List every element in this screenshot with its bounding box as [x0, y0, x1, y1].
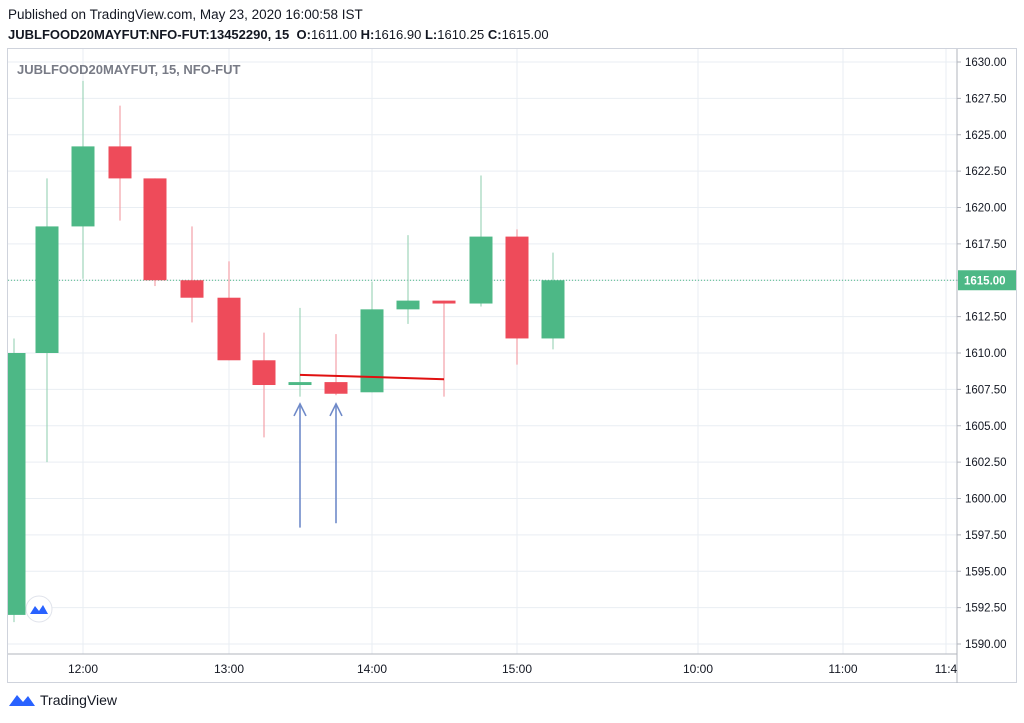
open-value: 1611.00	[310, 27, 357, 42]
candle-body	[35, 226, 59, 353]
price-axis[interactable]: 1630.00 1627.50 1625.00 1622.50 1620.00 1617.…	[957, 57, 1016, 651]
candle-body	[432, 300, 456, 304]
candle-body	[217, 297, 241, 361]
low-value: 1610.25	[437, 27, 485, 42]
price-tick-label: 1612.50	[965, 312, 1007, 324]
high-value: 1616.90	[374, 27, 422, 42]
price-tick-label: 1617.50	[965, 239, 1007, 251]
price-tick-label: 1595.00	[965, 566, 1007, 578]
price-tick-label: 1592.50	[965, 603, 1007, 615]
open-label: O:	[296, 27, 311, 42]
candle-body	[288, 382, 312, 386]
time-tick-label: 11:4	[935, 662, 958, 676]
price-tick-label: 1600.00	[965, 494, 1007, 506]
trendline[interactable]	[299, 373, 445, 381]
candles	[8, 80, 565, 623]
candle-body	[505, 236, 529, 339]
last-price-label: 1615.00	[964, 275, 1006, 287]
close-label: C:	[487, 27, 502, 42]
price-tick-label: 1597.50	[965, 530, 1007, 542]
price-tick-label: 1627.50	[965, 93, 1007, 105]
price-tick-label: 1625.00	[965, 130, 1007, 142]
candle-body	[143, 178, 167, 281]
time-tick-label: 14:00	[357, 662, 387, 676]
arrow-up-icon[interactable]	[329, 402, 343, 417]
price-tick-label: 1622.50	[965, 166, 1007, 178]
annotations	[293, 373, 445, 528]
time-tick-label: 11:00	[828, 662, 857, 676]
tradingview-brand[interactable]: TradingView	[8, 692, 117, 708]
time-tick-label: 12:00	[68, 662, 98, 676]
candle-body	[396, 300, 420, 310]
time-tick-label: 10:00	[683, 662, 713, 676]
time-tick-label: 15:00	[502, 662, 532, 676]
price-tick-label: 1630.00	[965, 57, 1007, 69]
price-tick-label: 1620.00	[965, 203, 1007, 215]
candle-body	[469, 236, 493, 304]
candle-body	[324, 382, 348, 394]
high-label: H:	[360, 27, 375, 42]
candle-body	[71, 146, 95, 227]
ohlc-header: JUBLFOOD20MAYFUT:NFO-FUT:13452290, 15 O:…	[8, 27, 549, 42]
last-price-badge	[958, 270, 1016, 291]
arrow-up-icon[interactable]	[293, 402, 307, 417]
price-tick-label: 1605.00	[965, 421, 1007, 433]
low-label: L:	[424, 27, 438, 42]
close-value: 1615.00	[501, 27, 549, 42]
grid	[8, 49, 957, 654]
brand-name: TradingView	[40, 692, 118, 708]
candle-body	[541, 280, 565, 339]
candle-body	[180, 280, 204, 298]
tradingview-watermark-icon[interactable]	[25, 595, 53, 623]
candle-body	[252, 360, 276, 386]
time-axis[interactable]: 12:00 13:00 14:00 15:00 10:00 11:00 11:4	[68, 662, 958, 676]
chart-frame	[7, 48, 1017, 683]
published-caption: Published on TradingView.com, May 23, 20…	[8, 7, 363, 22]
price-tick-label: 1602.50	[965, 457, 1007, 469]
price-tick-label: 1610.00	[965, 348, 1007, 360]
candle-body	[8, 353, 26, 615]
price-tick-label: 1607.50	[965, 384, 1007, 396]
time-tick-label: 13:00	[214, 662, 244, 676]
tradingview-logo-icon	[9, 695, 35, 706]
chart-legend-title: JUBLFOOD20MAYFUT, 15, NFO-FUT	[17, 62, 240, 77]
price-tick-label: 1590.00	[965, 639, 1007, 651]
candle-body	[108, 146, 132, 179]
candle-body	[360, 309, 384, 393]
symbol-line: JUBLFOOD20MAYFUT:NFO-FUT:13452290, 15	[8, 27, 290, 42]
